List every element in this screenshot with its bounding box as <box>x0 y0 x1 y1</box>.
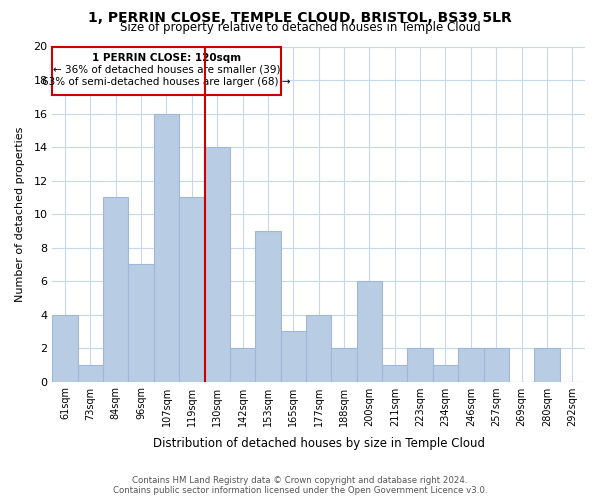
Text: ← 36% of detached houses are smaller (39): ← 36% of detached houses are smaller (39… <box>53 65 280 75</box>
Bar <box>230 348 255 382</box>
Bar <box>306 314 331 382</box>
Bar <box>154 114 179 382</box>
Bar <box>52 314 77 382</box>
Y-axis label: Number of detached properties: Number of detached properties <box>15 126 25 302</box>
X-axis label: Distribution of detached houses by size in Temple Cloud: Distribution of detached houses by size … <box>152 437 485 450</box>
Bar <box>179 198 205 382</box>
Bar <box>331 348 357 382</box>
Bar <box>205 147 230 382</box>
FancyBboxPatch shape <box>52 46 281 95</box>
Bar <box>128 264 154 382</box>
Bar <box>255 231 281 382</box>
Text: 63% of semi-detached houses are larger (68) →: 63% of semi-detached houses are larger (… <box>42 76 291 86</box>
Bar <box>382 365 407 382</box>
Bar <box>407 348 433 382</box>
Text: Size of property relative to detached houses in Temple Cloud: Size of property relative to detached ho… <box>119 22 481 35</box>
Text: 1, PERRIN CLOSE, TEMPLE CLOUD, BRISTOL, BS39 5LR: 1, PERRIN CLOSE, TEMPLE CLOUD, BRISTOL, … <box>88 11 512 25</box>
Bar <box>103 198 128 382</box>
Bar <box>484 348 509 382</box>
Text: 1 PERRIN CLOSE: 120sqm: 1 PERRIN CLOSE: 120sqm <box>92 53 241 63</box>
Bar <box>357 281 382 382</box>
Text: Contains HM Land Registry data © Crown copyright and database right 2024.
Contai: Contains HM Land Registry data © Crown c… <box>113 476 487 495</box>
Bar <box>534 348 560 382</box>
Bar <box>433 365 458 382</box>
Bar <box>281 332 306 382</box>
Bar <box>77 365 103 382</box>
Bar <box>458 348 484 382</box>
